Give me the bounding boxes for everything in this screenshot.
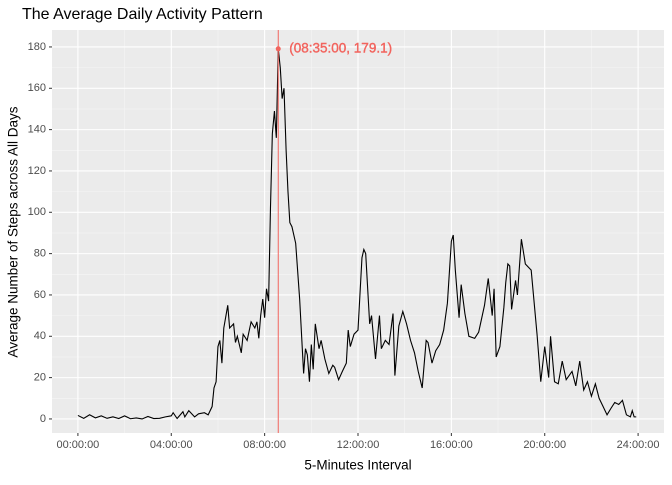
x-tick-label: 16:00:00	[430, 439, 473, 451]
y-tick-label: 140	[28, 124, 46, 136]
y-tick-label: 60	[34, 289, 46, 301]
y-tick-label: 80	[34, 248, 46, 260]
x-axis-label: 5-Minutes Interval	[304, 458, 411, 473]
chart-title: The Average Daily Activity Pattern	[22, 6, 263, 23]
y-tick-label: 160	[28, 82, 46, 94]
x-tick-label: 24:00:00	[617, 439, 660, 451]
x-tick-label: 00:00:00	[56, 439, 99, 451]
peak-label: (08:35:00, 179.1)	[289, 40, 392, 55]
x-tick-label: 08:00:00	[243, 439, 286, 451]
data-line	[77, 48, 637, 420]
peak-point	[275, 46, 281, 52]
y-axis-label: Average Number of Steps across All Days	[6, 106, 21, 357]
x-tick-label: 20:00:00	[523, 439, 566, 451]
y-tick-label: 120	[28, 165, 46, 177]
x-tick-label: 04:00:00	[150, 439, 193, 451]
x-tick-label: 12:00:00	[337, 439, 380, 451]
y-tick-label: 0	[40, 413, 46, 425]
y-tick-label: 40	[34, 330, 46, 342]
y-tick-label: 100	[28, 206, 46, 218]
y-tick-label: 20	[34, 372, 46, 384]
y-tick-label: 180	[28, 41, 46, 53]
